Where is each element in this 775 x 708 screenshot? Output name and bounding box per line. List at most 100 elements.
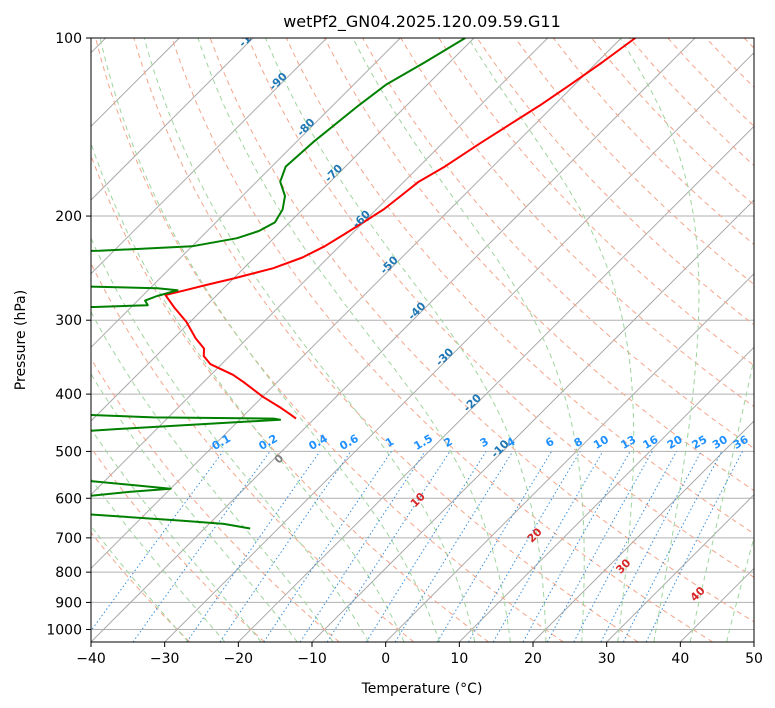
mixing-ratio-label: 8 <box>572 435 585 450</box>
x-tick-label: 0 <box>381 651 390 667</box>
moist-adiabat <box>91 311 334 642</box>
mixing-ratio-label: 3 <box>478 435 491 450</box>
isotherm-line <box>91 38 549 496</box>
isotherm-label: -80 <box>294 116 317 139</box>
x-tick-label: 40 <box>671 651 689 667</box>
y-tick-label: 600 <box>55 491 82 507</box>
mixing-ratio-label: 25 <box>690 433 710 452</box>
mixing-ratio-line <box>622 451 723 642</box>
isotherm-line <box>237 125 754 642</box>
dry-adiabat <box>91 262 415 642</box>
mixing-ratio-label: 1 <box>383 435 396 450</box>
isotherm-line <box>91 38 622 570</box>
moist-adiabat <box>689 356 754 642</box>
moist-adiabat <box>265 38 547 642</box>
y-tick-label: 200 <box>55 209 82 225</box>
moist-adiabat <box>91 373 298 642</box>
isotherm-label: -40 <box>405 299 428 322</box>
mixing-ratio-label: 13 <box>619 433 639 452</box>
dry-adiabat <box>743 38 754 49</box>
isotherm-line <box>91 38 475 422</box>
mixing-ratio-line <box>522 451 631 642</box>
mixing-ratio-line <box>219 451 352 642</box>
moist-adiabat <box>91 141 405 642</box>
isotherm-line <box>91 38 254 201</box>
isotherm-label: -30 <box>433 345 456 368</box>
moist-adiabat <box>197 38 511 642</box>
mixing-ratio-line <box>326 451 451 642</box>
mixing-ratio-line <box>263 451 392 642</box>
moist-adiabat-label: 30 <box>613 556 633 576</box>
y-tick-label: 300 <box>55 313 82 329</box>
dry-adiabat <box>91 154 489 642</box>
dry-adiabat <box>514 38 754 286</box>
dry-adiabat <box>91 531 191 642</box>
isotherm-label: -20 <box>461 391 484 414</box>
temperature-profile-line <box>164 38 636 420</box>
chart-title: wetPf2_GN04.2025.120.09.59.G11 <box>283 12 561 32</box>
isotherm-line <box>91 38 401 349</box>
isotherm-line <box>753 641 754 642</box>
dry-adiabat <box>400 38 754 408</box>
mixing-ratio-label: 0.1 <box>210 432 233 453</box>
isotherm-line <box>458 346 754 642</box>
dry-adiabat <box>629 38 754 167</box>
x-tick-label: 30 <box>598 651 616 667</box>
mixing-ratio-label: 36 <box>731 433 751 452</box>
mixing-ratio-label: 1.5 <box>412 432 435 453</box>
mixing-ratio-line <box>645 451 743 642</box>
plot-frame <box>90 37 755 643</box>
dry-adiabat <box>476 38 754 326</box>
moist-adiabat <box>619 38 700 642</box>
isotherm-line <box>606 493 754 642</box>
moist-adiabat <box>99 38 440 642</box>
isotherm-label: -50 <box>378 253 401 276</box>
x-tick-label: 10 <box>450 651 468 667</box>
mixing-ratio-label: 6 <box>543 435 556 450</box>
dry-adiabat <box>91 446 265 642</box>
mixing-ratio-label: 20 <box>665 433 685 452</box>
x-tick-label: −10 <box>297 651 327 667</box>
mixing-ratio-label: 16 <box>641 433 661 452</box>
mixing-ratio-line <box>394 451 514 642</box>
mixing-ratio-line <box>132 451 271 642</box>
dry-adiabat <box>362 38 754 449</box>
y-tick-label: 400 <box>55 387 82 403</box>
y-tick-label: 800 <box>55 565 82 581</box>
isotherm-line <box>91 38 696 642</box>
mixing-ratio-line <box>186 451 321 642</box>
dry-adiabat <box>95 38 564 642</box>
moist-adiabat-label: 40 <box>688 584 708 604</box>
moist-adiabat <box>726 535 754 642</box>
x-axis-label: Temperature (°C) <box>361 681 483 697</box>
isotherm-line <box>164 51 754 642</box>
dry-adiabat <box>247 38 754 578</box>
moist-adiabat-label: 10 <box>408 490 428 510</box>
moist-adiabat <box>352 38 585 642</box>
mixing-ratio-label: 0.4 <box>307 432 331 453</box>
y-axis-label: Pressure (hPa) <box>13 290 29 390</box>
x-tick-label: −30 <box>150 651 180 667</box>
y-tick-label: 1000 <box>46 622 82 638</box>
mixing-ratio-line <box>91 451 224 632</box>
dry-adiabat <box>705 38 754 88</box>
mixing-ratio-line <box>573 451 677 642</box>
dry-adiabat <box>171 38 713 642</box>
x-tick-label: −20 <box>224 651 254 667</box>
isotherm-label: -70 <box>322 161 345 184</box>
x-tick-label: −40 <box>76 651 106 667</box>
isotherm-label: -100 <box>236 21 265 50</box>
isotherm-label: -90 <box>267 70 290 93</box>
isotherm-label: -60 <box>350 207 373 230</box>
mixing-ratio-line <box>299 451 426 642</box>
mixing-ratio-line <box>546 451 653 642</box>
dry-adiabat <box>438 38 754 367</box>
isotherm-line <box>385 272 754 642</box>
dry-adiabat <box>591 38 754 206</box>
moist-adiabat <box>143 38 476 642</box>
moist-adiabat <box>91 427 262 642</box>
mixing-ratio-line <box>436 451 553 642</box>
dry-adiabat <box>91 357 340 642</box>
dry-adiabat <box>209 38 754 623</box>
